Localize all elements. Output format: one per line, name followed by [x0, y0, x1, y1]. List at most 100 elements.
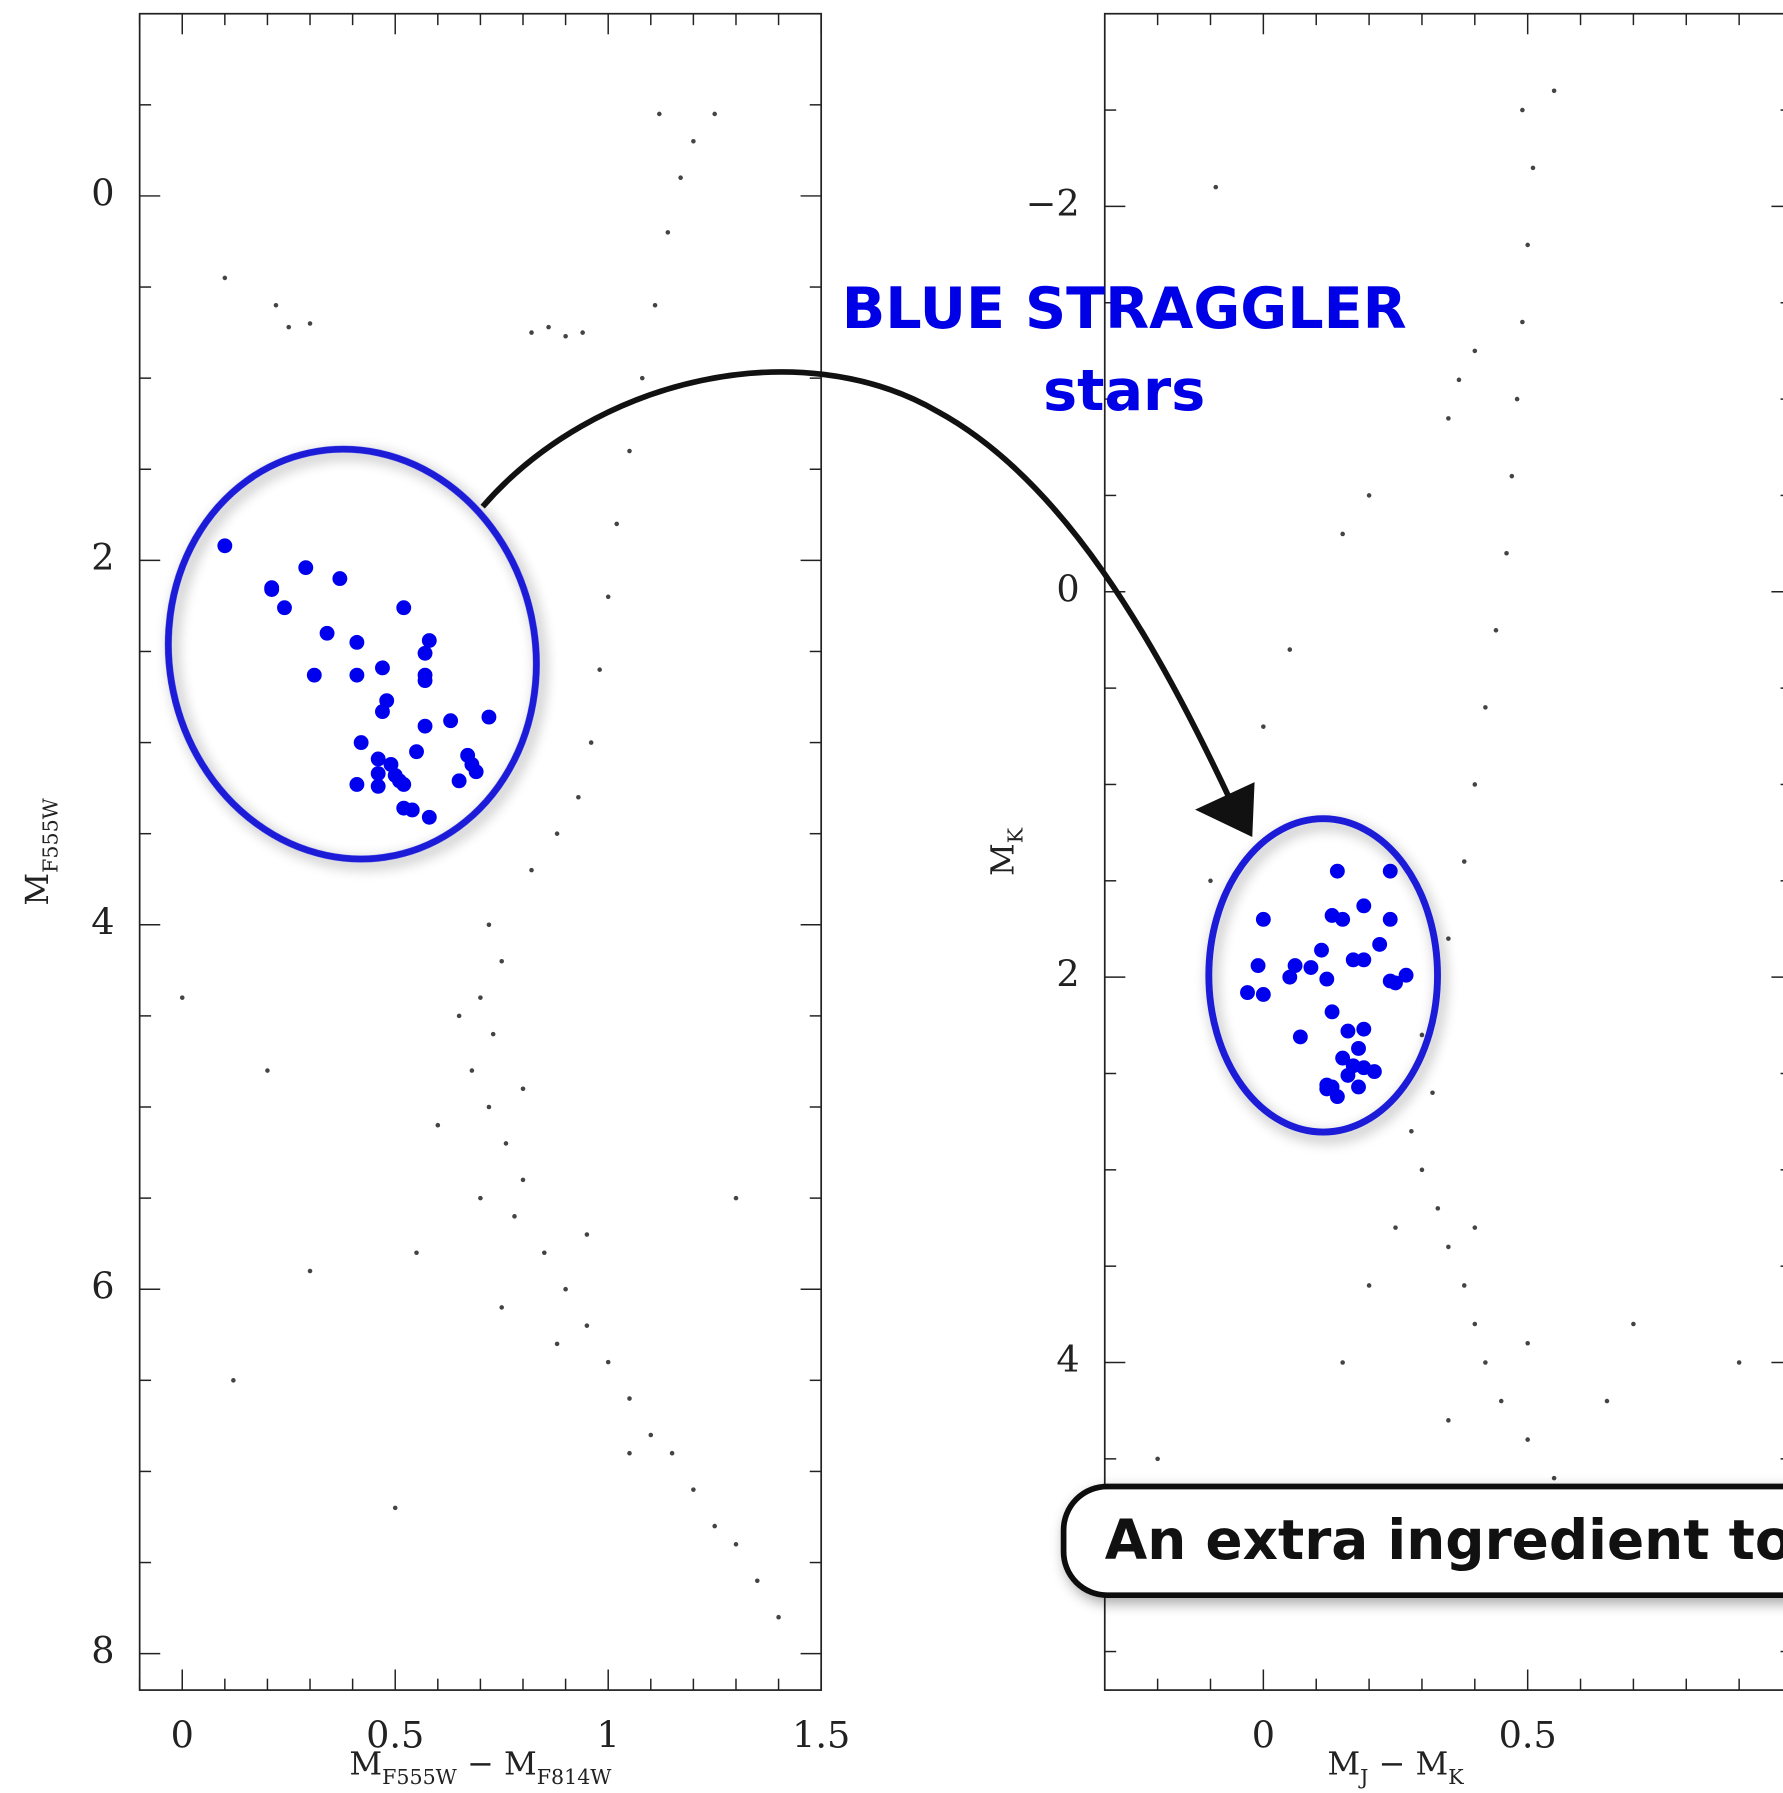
label-part: F555W — [382, 1765, 458, 1789]
blue-straggler-point — [443, 713, 459, 729]
label-part: M — [18, 873, 56, 906]
arrow — [480, 369, 1232, 800]
star-point — [392, 1505, 398, 1511]
star-point — [733, 1542, 739, 1547]
banner-box — [1060, 1483, 1783, 1599]
star-point — [733, 1195, 739, 1201]
blue-straggler-point — [1382, 863, 1398, 879]
star-point — [265, 1068, 270, 1073]
label-part: M — [1327, 1745, 1360, 1783]
star-point — [712, 111, 717, 117]
blue-straggler-point — [370, 778, 386, 794]
star-point — [627, 1396, 632, 1401]
label-part: J — [1358, 1765, 1368, 1789]
blue-straggler-point — [417, 718, 433, 734]
label-part: M — [983, 843, 1021, 876]
star-point — [678, 175, 683, 181]
blue-straggler-point — [375, 660, 390, 676]
star-point — [542, 1250, 547, 1256]
star-point — [231, 1378, 236, 1383]
callout-title: BLUE STRAGGLER — [842, 276, 1407, 342]
y-tick-label: 4 — [91, 900, 114, 943]
star-point — [1435, 1206, 1441, 1211]
blue-straggler-point — [1287, 958, 1303, 974]
star-point — [222, 275, 228, 281]
star-point — [1551, 1475, 1557, 1481]
blue-straggler-point — [1356, 898, 1372, 914]
star-point — [273, 302, 279, 308]
star-point — [1208, 878, 1213, 884]
blue-straggler-point — [451, 773, 467, 789]
star-point — [776, 1614, 781, 1620]
star-point — [1631, 1321, 1636, 1327]
blue-straggler-point — [1351, 1041, 1366, 1056]
star-point — [1213, 184, 1219, 190]
blue-straggler-point — [1329, 863, 1345, 879]
star-point — [639, 375, 645, 381]
star-point — [1446, 416, 1451, 421]
blue-straggler-point — [1382, 911, 1398, 927]
star-point — [652, 302, 658, 308]
banner-text: An extra ingredient to I — [1105, 1508, 1783, 1572]
star-point — [1340, 1360, 1345, 1365]
x-tick-label: 1.5 — [792, 1714, 850, 1757]
blue-straggler-point — [277, 600, 292, 616]
blue-straggler-point — [1255, 987, 1271, 1002]
blue-straggler-point — [409, 744, 424, 760]
star-point — [307, 321, 313, 326]
blue-straggler-point — [375, 704, 390, 720]
blue-straggler-point — [417, 645, 433, 661]
star-point — [286, 324, 292, 330]
star-point — [665, 230, 671, 235]
star-point — [307, 1268, 313, 1274]
x-tick-label: 0 — [171, 1714, 194, 1757]
label-part: − — [1368, 1745, 1415, 1783]
star-point — [1525, 1340, 1530, 1346]
star-point — [588, 740, 594, 745]
star-point — [1525, 242, 1530, 248]
star-point — [179, 995, 185, 1000]
x-tick-label: 1 — [597, 1714, 620, 1757]
blue-straggler-point — [1356, 952, 1372, 968]
star-point — [1493, 628, 1499, 633]
star-point — [414, 1250, 419, 1256]
star-point — [584, 1232, 590, 1237]
star-point — [584, 1323, 590, 1328]
star-point — [614, 521, 620, 527]
star-point — [1446, 1244, 1451, 1250]
blue-straggler-point — [306, 667, 322, 683]
blue-straggler-point — [1398, 967, 1414, 983]
star-point — [657, 111, 662, 117]
star-point — [1430, 1090, 1435, 1096]
blue-straggler-point — [298, 560, 314, 576]
blue-straggler-point — [1292, 1029, 1308, 1045]
blue-straggler-point — [1240, 985, 1255, 1000]
star-point — [456, 1013, 462, 1019]
star-point — [712, 1523, 717, 1529]
blue-straggler-point — [1366, 1064, 1382, 1079]
y-tick-label: 0 — [1056, 567, 1079, 610]
blue-straggler-point — [1356, 1021, 1372, 1037]
star-point — [1530, 165, 1536, 171]
star-point — [669, 1450, 675, 1456]
star-point — [1604, 1398, 1610, 1404]
star-point — [469, 1068, 475, 1073]
x-tick-label: 0.5 — [366, 1714, 424, 1757]
star-point — [563, 333, 568, 339]
star-point — [1520, 107, 1525, 113]
blue-straggler-point — [1340, 1067, 1356, 1083]
blue-straggler-point — [349, 777, 365, 792]
star-point — [490, 1031, 496, 1037]
blue-straggler-point — [1324, 1004, 1340, 1020]
blue-straggler-point — [417, 673, 433, 689]
star-point — [1366, 493, 1372, 498]
star-point — [691, 1487, 696, 1492]
blue-straggler-point — [1388, 975, 1403, 991]
star-point — [627, 448, 632, 454]
blue-straggler-point — [1319, 1081, 1335, 1097]
blue-straggler-point — [404, 802, 420, 818]
highlight-ellipse — [164, 445, 540, 863]
